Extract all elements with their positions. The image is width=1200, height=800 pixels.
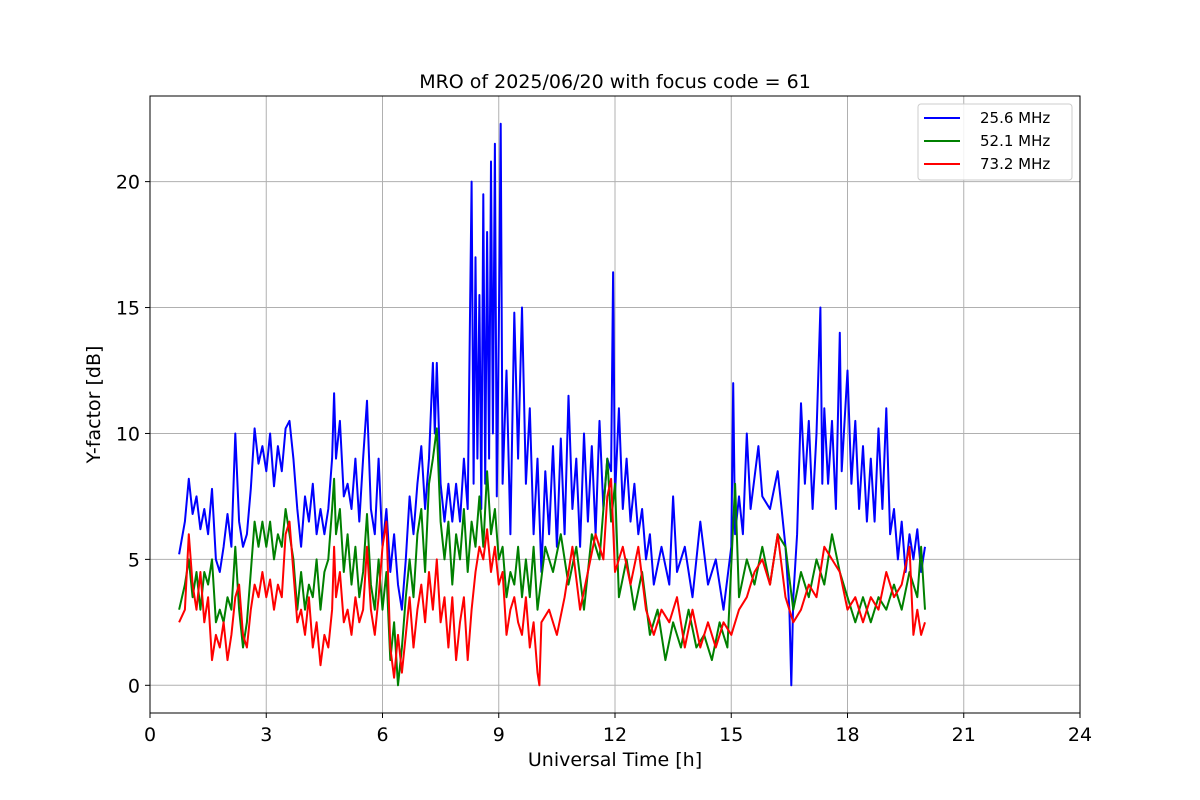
series-line-2 [178, 427, 926, 687]
series-layer [178, 122, 926, 687]
legend-label: 25.6 MHz [980, 109, 1050, 127]
legend-box [917, 103, 1073, 181]
x-tick-label: 12 [603, 724, 627, 746]
y-tick-label: 0 [128, 675, 140, 697]
legend-entries: 25.6 MHz 52.1 MHz 73.2 MHz [924, 109, 1050, 173]
y-tick-label: 20 [116, 172, 140, 194]
x-tick-label: 6 [376, 724, 388, 746]
axis-ticks: 0 3 6 9 12 15 18 21 24 0 5 10 15 20 [116, 172, 1092, 746]
x-tick-label: 3 [260, 724, 272, 746]
x-tick-label: 18 [835, 724, 859, 746]
x-tick-label: 15 [719, 724, 743, 746]
y-tick-label: 10 [116, 423, 140, 445]
legend-label: 73.2 MHz [980, 155, 1050, 173]
legend: 25.6 MHz 52.1 MHz 73.2 MHz [917, 103, 1073, 181]
x-axis-label: Universal Time [h] [528, 749, 702, 771]
x-tick-label: 24 [1068, 724, 1092, 746]
y-axis-label: Y-factor [dB] [83, 346, 105, 465]
x-tick-label: 21 [952, 724, 976, 746]
series-line-3 [178, 477, 926, 687]
legend-label: 52.1 MHz [980, 132, 1050, 150]
y-tick-label: 15 [116, 298, 140, 320]
series-line-1 [178, 122, 926, 687]
x-tick-label: 9 [493, 724, 505, 746]
x-tick-label: 0 [144, 724, 156, 746]
chart-title: MRO of 2025/06/20 with focus code = 61 [419, 71, 811, 93]
y-tick-label: 5 [128, 549, 140, 571]
